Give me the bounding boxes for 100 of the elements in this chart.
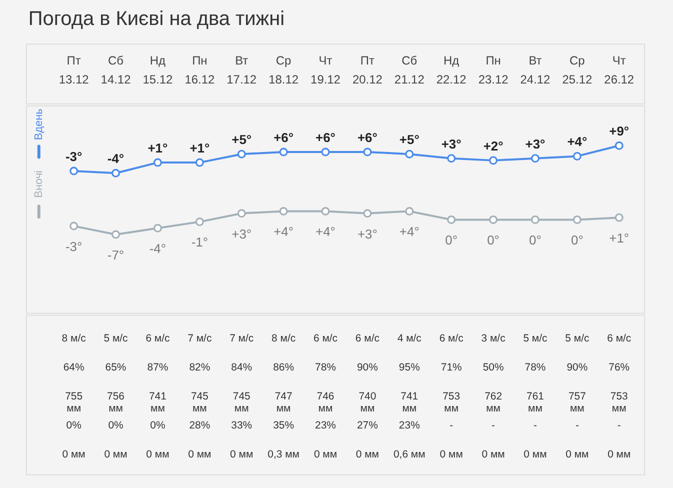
text: 6 м/с <box>439 334 464 345</box>
text: 741 мм <box>148 392 167 415</box>
text: 87% <box>147 362 168 374</box>
text: 0 мм <box>608 449 631 460</box>
text: 0 мм <box>104 449 128 460</box>
data-label: +1° <box>148 140 168 156</box>
point <box>237 209 246 218</box>
data-label: +3° <box>441 136 462 152</box>
data-label: 0° <box>529 232 542 248</box>
text: 23% <box>315 420 336 432</box>
text: 0% <box>150 420 166 432</box>
x-tick-label: Пт 13.12 <box>58 54 90 86</box>
data-label: +4° <box>274 224 294 240</box>
x-tick-label: Сб 14.12 <box>100 54 132 86</box>
x-tick-label: Вт 17.12 <box>226 54 257 86</box>
point <box>195 218 204 226</box>
x-tick-label: Нд 15.12 <box>142 54 174 86</box>
text: 33% <box>231 420 252 432</box>
data-label: 0° <box>445 232 458 248</box>
point <box>112 168 120 178</box>
point <box>489 156 498 165</box>
text: 95% <box>398 362 420 374</box>
chart-title: Погода в Києві на два тижні <box>28 8 285 30</box>
text: 0 мм <box>482 449 505 460</box>
x-tick-label: Пт 20.12 <box>352 54 383 86</box>
text: 5 м/с <box>104 334 128 345</box>
text: 50% <box>482 362 504 374</box>
text: 86% <box>273 362 294 374</box>
x-tick-label: Чт 26.12 <box>604 54 634 86</box>
point <box>195 158 204 167</box>
text: 753 мм <box>442 392 460 415</box>
text: Вночі <box>32 170 45 198</box>
text: 78% <box>315 362 336 374</box>
text: 7 м/с <box>188 334 212 345</box>
text: 0 мм <box>146 449 170 460</box>
point <box>112 230 120 239</box>
point <box>447 215 456 224</box>
text: 5 м/с <box>523 334 548 345</box>
text: 71% <box>440 362 462 374</box>
text: 82% <box>189 362 210 374</box>
text: 741 мм <box>400 392 418 415</box>
x-tick-label: Ср 25.12 <box>562 54 592 86</box>
data-label: -4° <box>149 241 166 256</box>
data-label: 0° <box>487 232 500 248</box>
data-label: +2° <box>483 138 504 154</box>
data-label: 0° <box>570 232 584 248</box>
data-label: +1° <box>190 140 210 156</box>
point <box>237 150 246 158</box>
text: 64% <box>63 362 84 374</box>
text: 8 м/с <box>62 334 86 345</box>
text: 0 мм <box>566 449 589 460</box>
data-label: +5° <box>399 132 420 148</box>
text: 747 мм <box>274 392 292 415</box>
data-label: -7° <box>107 247 124 262</box>
data-label: +4° <box>399 224 420 240</box>
text: 0 мм <box>524 449 547 460</box>
point <box>321 148 330 156</box>
text: 76% <box>608 362 630 374</box>
data-label: +6° <box>316 130 336 146</box>
text: 6 м/с <box>355 334 380 345</box>
x-tick-label: Сб 21.12 <box>394 54 425 86</box>
point <box>489 215 498 224</box>
text: 65% <box>105 362 126 374</box>
point <box>614 141 624 150</box>
text: - <box>617 420 622 432</box>
x-tick-label: Нд 22.12 <box>436 54 467 86</box>
x-tick-label: Пн 23.12 <box>478 54 509 86</box>
text: 740 мм <box>358 392 376 415</box>
text: 28% <box>189 420 210 432</box>
point <box>572 215 582 224</box>
text: - <box>533 420 538 432</box>
data-label: +1° <box>609 230 630 246</box>
text: 5 м/с <box>565 334 590 345</box>
text: 762 мм <box>484 392 502 415</box>
text: 6 м/с <box>313 334 338 345</box>
data-label: -3° <box>65 238 82 254</box>
point <box>405 150 414 158</box>
data-label: +5° <box>232 132 252 148</box>
text: 0 мм <box>62 449 86 460</box>
text: Вдень <box>32 108 45 140</box>
text: 6 м/с <box>607 334 632 345</box>
text: 756 мм <box>107 392 125 415</box>
point <box>572 152 582 160</box>
data-label: +4° <box>567 134 588 150</box>
point <box>530 154 540 163</box>
point <box>363 209 372 218</box>
text: 0,3 мм <box>268 449 300 460</box>
text: 0 мм <box>356 449 379 460</box>
data-label: +4° <box>316 224 336 240</box>
text: - <box>492 420 496 432</box>
point <box>279 148 288 156</box>
text: 761 мм <box>526 392 544 415</box>
text: 6 м/с <box>146 334 170 345</box>
point <box>447 154 456 163</box>
text: 7 м/с <box>230 334 254 345</box>
text: 84% <box>231 362 252 374</box>
data-label: +3° <box>232 226 252 242</box>
text: 8 м/с <box>272 334 296 345</box>
text: 745 мм <box>232 392 251 415</box>
text: 753 мм <box>610 392 628 415</box>
